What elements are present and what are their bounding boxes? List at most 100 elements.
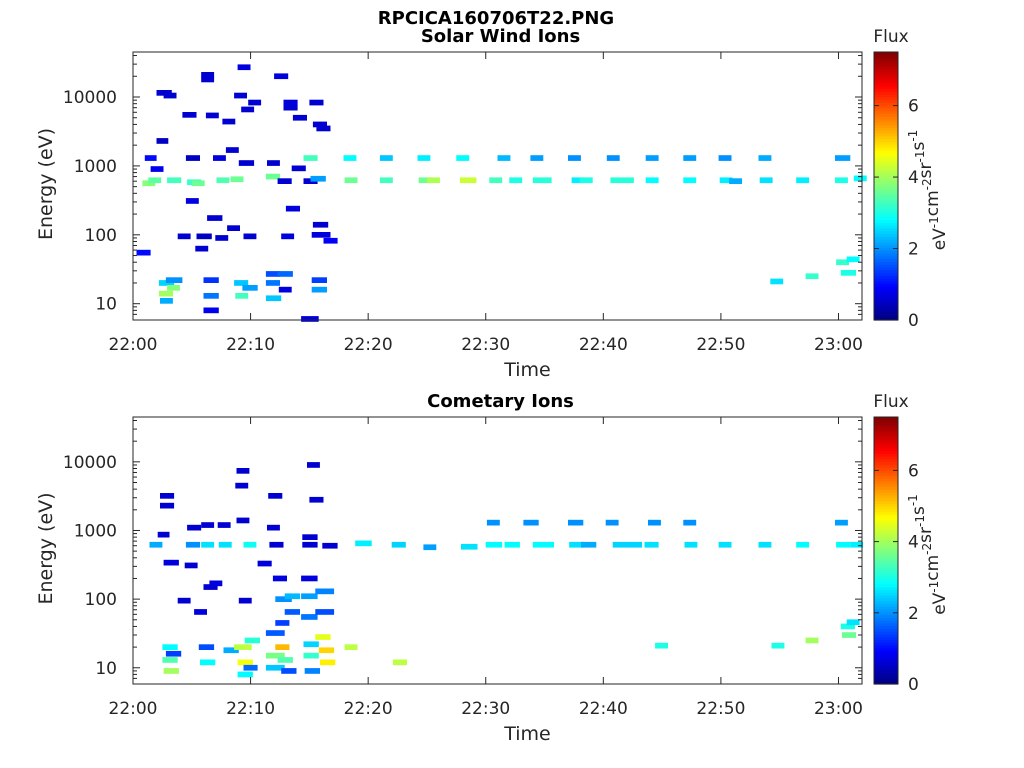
heatmap-cell [840,270,857,276]
colorbar-step [874,227,898,232]
colorbar-step [874,658,898,663]
colorbar-step [874,152,898,156]
heatmap-cell [312,221,329,228]
heatmap-cell [655,642,668,649]
heatmap-cell [275,644,290,650]
heatmap-cell [456,155,470,161]
heatmap-cell [645,177,659,184]
heatmap-cell [277,271,293,277]
colorbar-step [874,620,898,624]
heatmap-cell [283,99,298,106]
x-tick-label: 22:50 [696,699,745,719]
colorbar-step [874,447,898,451]
heatmap-cell [207,215,223,221]
heatmap-cell [309,99,324,106]
colorbar-step [874,542,898,546]
colorbar-step [874,444,898,449]
colorbar-step [874,219,898,223]
heatmap-cell [311,286,327,293]
heatmap-cell [850,541,864,548]
heatmap-cell [302,534,318,540]
colorbar-step [874,292,898,296]
heatmap-cell [185,155,200,161]
heatmap-cell [303,641,319,648]
heatmap-cell [144,155,157,161]
heatmap-cell [606,155,620,161]
colorbar-step [874,255,898,260]
heatmap-cell [205,112,219,119]
colorbar-step [874,647,898,652]
colorbar-step [874,266,898,271]
heatmap-cells [149,462,864,678]
heatmap-cell [284,609,300,615]
colorbar-step [874,453,898,457]
heatmap-cell [157,531,170,538]
colorbar-step [874,606,898,610]
heatmap-cell [160,298,173,304]
heatmap-cell [184,562,198,569]
heatmap-cell [185,541,200,548]
heatmap-cell [284,593,300,600]
y-axis-label: Energy (eV) [35,492,57,604]
colorbar-step [874,54,898,59]
heatmap-cell [486,519,500,526]
heatmap-cell [267,524,280,531]
heatmap-cell [683,519,697,526]
heatmap-cell [275,596,292,602]
colorbar-step [874,622,898,627]
colorbar-step [874,188,898,193]
colorbar-step [874,653,898,657]
x-tick-label: 22:20 [344,699,393,719]
heatmap-cell [842,632,857,638]
heatmap-cell [355,540,372,547]
colorbar-step [874,222,898,226]
colorbar-step [874,119,898,123]
heatmap-cell [237,659,253,666]
heatmap-cell [292,114,307,121]
colorbar-step [874,681,898,685]
heatmap-cell [167,285,180,291]
heatmap-cell [315,588,335,595]
heatmap-cell [165,650,182,657]
colorbar-step [874,436,898,440]
heatmap-cell [265,173,280,180]
colorbar-step [874,124,898,128]
heatmap-cell [312,121,327,128]
heatmap-cell [272,575,287,582]
colorbar-step [874,558,898,563]
colorbar-step [874,149,898,154]
colorbar-step [874,247,898,251]
colorbar-frame [873,51,899,321]
colorbar-step [874,422,898,426]
x-tick-label: 22:20 [344,335,393,355]
heatmap-cell [194,609,207,615]
heatmap-cell [265,630,285,636]
heatmap-cell [718,155,732,161]
colorbar-step [874,469,898,474]
colorbar-step [874,272,898,276]
heatmap-cell [504,541,520,548]
colorbar-step [874,158,898,162]
colorbar-step [874,611,898,616]
heatmap-cell [241,106,255,113]
colorbar-step [874,294,898,299]
heatmap-cell [530,155,544,161]
colorbar-step [874,519,898,524]
heatmap-cell [160,493,175,499]
heatmap-cell [223,647,239,654]
heatmap-cell [758,541,772,548]
colorbar-tick-label: 2 [908,604,919,624]
colorbar-label: Flux [873,392,908,412]
colorbar-step [874,528,898,532]
heatmap-cell [149,541,163,548]
colorbar-step [874,253,898,257]
heatmap-cell [304,668,320,674]
heatmap-cell [277,657,293,663]
colorbar-step [874,586,898,591]
colorbar-step [874,664,898,668]
heatmap-cell [853,175,867,182]
heatmap-cell [236,468,250,474]
heatmap-cell [532,541,554,548]
heatmap-cell [846,619,860,626]
